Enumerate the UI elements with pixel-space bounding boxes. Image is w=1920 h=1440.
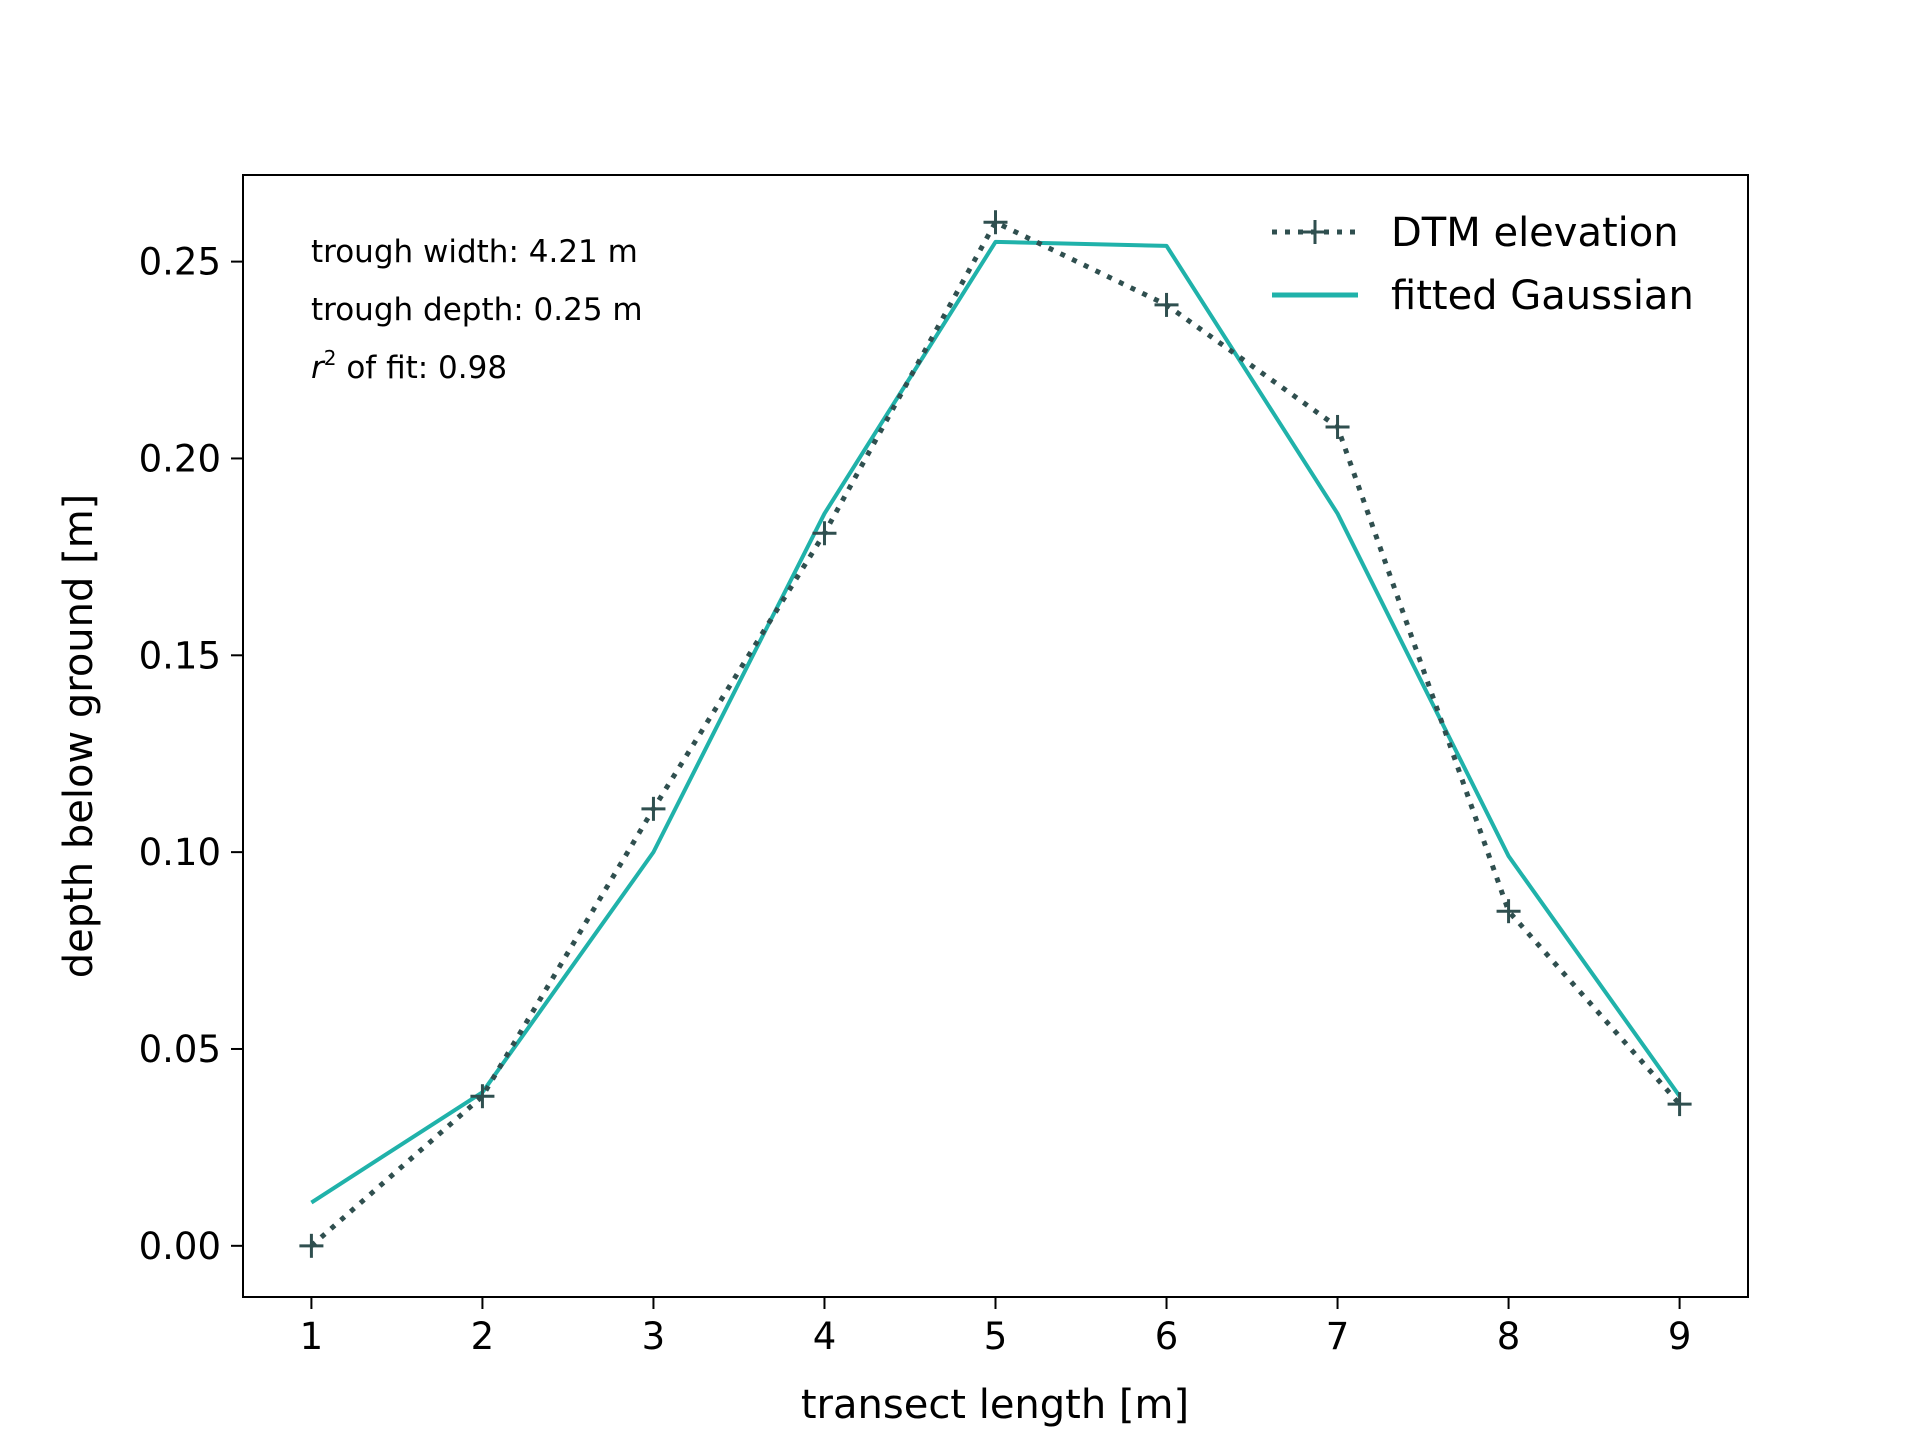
y-tick-label: 0.20 <box>139 437 221 480</box>
series-line-fitted-gaussian <box>310 239 1682 1205</box>
legend-label-dtm: DTM elevation <box>1391 210 1679 256</box>
y-tick-label: 0.15 <box>139 634 221 677</box>
y-tick-label: 0.10 <box>139 831 221 874</box>
series-layer <box>299 210 1692 1258</box>
y-tick-label: 0.05 <box>139 1028 221 1071</box>
data-point-marker <box>1496 899 1521 924</box>
x-tick-label: 8 <box>1497 1315 1521 1358</box>
x-tick-label: 5 <box>984 1315 1008 1358</box>
y-axis: 0.00 0.05 0.10 0.15 0.20 0.25 <box>139 241 243 1268</box>
x-tick-label: 2 <box>471 1315 495 1358</box>
data-point-marker <box>812 521 837 546</box>
x-tick-label: 1 <box>300 1315 324 1358</box>
annotation-block: trough width: 4.21 m trough depth: 0.25 … <box>311 234 643 386</box>
x-tick-label: 9 <box>1668 1315 1692 1358</box>
data-point-marker <box>299 1233 324 1258</box>
plot-frame <box>242 174 1749 1298</box>
data-point-marker <box>1667 1092 1692 1117</box>
r-squared-symbol: r <box>311 350 326 386</box>
x-tick-label: 7 <box>1326 1315 1350 1358</box>
x-tick-label: 4 <box>813 1315 837 1358</box>
data-point-marker <box>1325 414 1350 439</box>
x-tick-label: 6 <box>1155 1315 1179 1358</box>
x-axis: 1 2 3 4 5 6 7 8 9 <box>300 1297 1692 1358</box>
y-axis-label: depth below ground [m] <box>56 494 102 979</box>
data-point-marker <box>470 1084 495 1109</box>
r-squared-value: of fit: 0.98 <box>336 350 507 386</box>
x-axis-label: transect length [m] <box>801 1382 1189 1428</box>
annotation-r-squared: r2 of fit: 0.98 <box>311 346 507 386</box>
annotation-trough-width: trough width: 4.21 m <box>311 234 638 270</box>
legend: DTM elevation fitted Gaussian <box>1272 210 1694 319</box>
series-line-dtm-elevation <box>309 219 1682 1248</box>
x-tick-label: 3 <box>642 1315 666 1358</box>
y-tick-label: 0.25 <box>139 241 221 284</box>
data-point-marker <box>1154 292 1179 317</box>
y-tick-label: 0.00 <box>139 1225 221 1268</box>
data-point-marker <box>641 796 666 821</box>
r-squared-exponent: 2 <box>324 346 337 370</box>
annotation-trough-depth: trough depth: 0.25 m <box>311 292 643 328</box>
legend-label-gaussian: fitted Gaussian <box>1391 273 1694 319</box>
data-point-marker <box>983 210 1008 235</box>
legend-marker-dtm <box>1303 220 1327 244</box>
